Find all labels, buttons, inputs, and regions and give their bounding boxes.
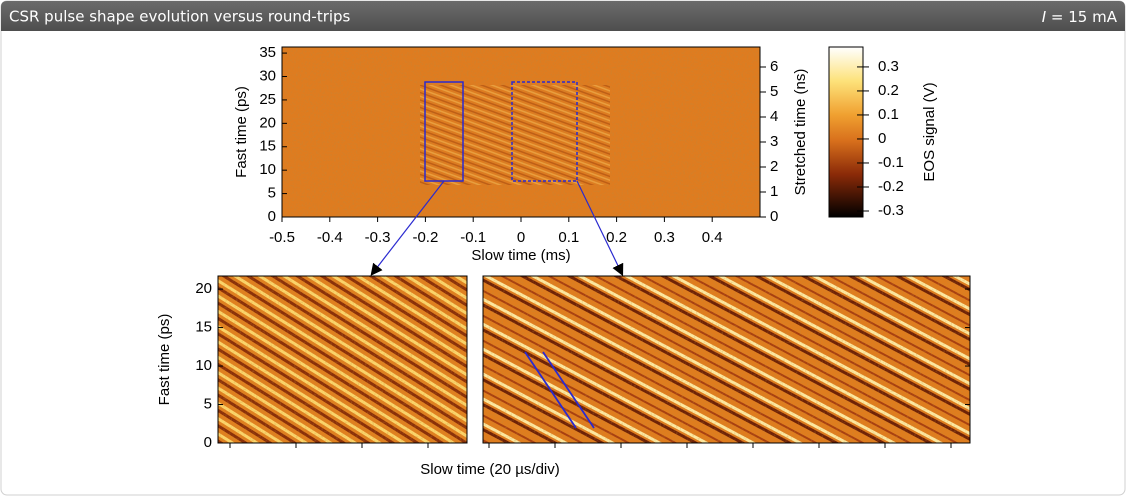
tick-label: -0.2 (412, 229, 438, 246)
zoom-arrow-left (370, 180, 445, 276)
tick-label: 0.2 (878, 82, 899, 99)
tick-label: 5 (268, 185, 276, 202)
tick-label: 10 (195, 357, 212, 374)
tick-label: -0.2 (878, 178, 904, 195)
block-title: CSR pulse shape evolution versus round-t… (9, 8, 351, 26)
tick-label: 5 (204, 395, 212, 412)
tick-label: 0.3 (654, 229, 675, 246)
zoom-arrow-right (576, 180, 624, 277)
tick-label: 10 (259, 161, 276, 178)
tick-label: -0.1 (878, 154, 904, 171)
slope-line (542, 351, 595, 429)
tick-label: -0.5 (269, 229, 295, 246)
heatmap-noise (483, 276, 970, 443)
current-symbol: I (1042, 8, 1047, 26)
tick-label: 3 (770, 133, 778, 150)
block-header (1, 1, 1125, 31)
tick-label: 0.1 (558, 229, 579, 246)
tick-label: 20 (259, 114, 276, 131)
tick-label: 5 (770, 83, 778, 100)
tick-label: 35 (259, 44, 276, 61)
zoom-frame-right (482, 275, 971, 444)
zoom-box-right (511, 81, 578, 182)
tick-label: 20 (195, 280, 212, 297)
tick-label: 0 (878, 130, 886, 147)
zoom-frame-left (217, 275, 468, 444)
axis-label: Fast time (ps) (233, 86, 250, 178)
tick-label: 0.3 (878, 58, 899, 75)
tick-label: 4 (770, 108, 778, 125)
tick-label: -0.1 (460, 229, 486, 246)
tick-label: 2 (770, 158, 778, 175)
tick-label: 15 (195, 319, 212, 336)
colorbar (828, 46, 864, 218)
tick-label: 0.4 (702, 229, 723, 246)
axis-label: Slow time (20 µs/div) (420, 461, 560, 478)
tick-label: -0.3 (878, 202, 904, 219)
current-value: = 15 mA (1051, 8, 1118, 26)
heatmap-noise (218, 276, 467, 443)
tick-label: 1 (770, 183, 778, 200)
tick-label: 6 (770, 58, 778, 75)
tick-label: 15 (259, 138, 276, 155)
tick-label: 0 (204, 434, 212, 451)
tick-label: 0.1 (878, 106, 899, 123)
tick-label: -0.4 (317, 229, 343, 246)
axis-label: EOS signal (V) (921, 82, 938, 181)
tick-label: 0 (268, 208, 276, 225)
tick-label: 30 (259, 67, 276, 84)
tick-label: 25 (259, 91, 276, 108)
tick-label: 0 (770, 208, 778, 225)
interference-region (420, 85, 610, 185)
tick-label: -0.3 (365, 229, 391, 246)
axis-label: Fast time (ps) (156, 314, 173, 406)
axis-label: Slow time (ms) (471, 247, 570, 264)
current-label: I = 15 mA (1042, 8, 1118, 26)
slope-line (524, 351, 577, 429)
minor-ticks (229, 443, 952, 448)
tick-label: 0.2 (606, 229, 627, 246)
tick-label: 0 (517, 229, 525, 246)
axis-label: Stretched time (ns) (792, 69, 809, 196)
